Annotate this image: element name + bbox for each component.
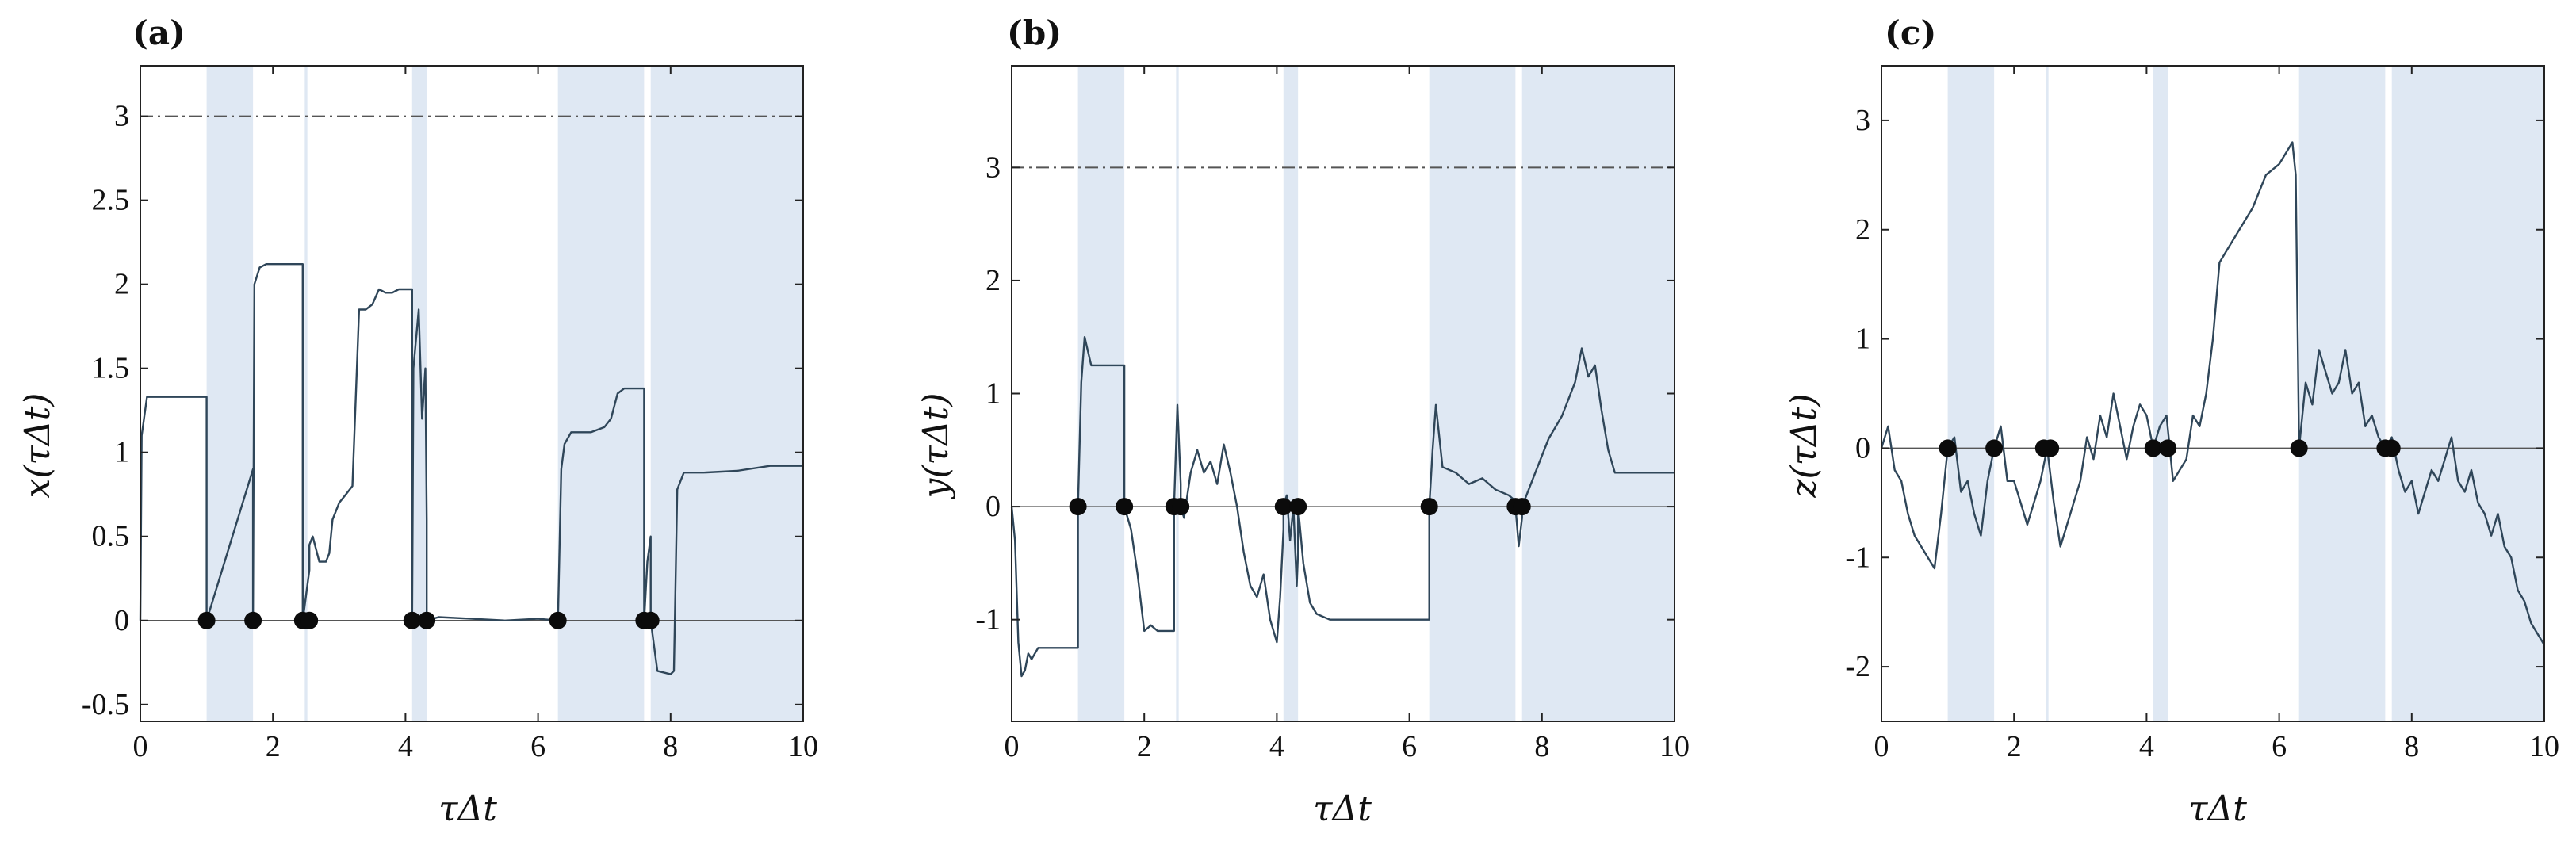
x-tick-label: 8 — [2404, 730, 2419, 763]
y-axis-label: z(τΔt) — [1784, 393, 1824, 498]
y-tick-label: 2 — [114, 268, 129, 301]
y-tick-label: 2 — [986, 264, 1001, 297]
series-line — [1010, 336, 1675, 678]
x-axis-label: τΔt — [1313, 789, 1372, 829]
x-tick-label: 4 — [1269, 730, 1284, 763]
event-marker — [1420, 498, 1438, 516]
shaded-interval — [2298, 66, 2386, 721]
event-marker — [1985, 439, 2004, 457]
event-marker — [1939, 439, 1957, 457]
x-tick-label: 10 — [2529, 730, 2559, 763]
plot-area: 0 2 4 6 8 10 -1 0 1 2 3 — [975, 65, 1690, 763]
event-marker — [244, 611, 262, 629]
y-tick-label: 3 — [986, 151, 1001, 184]
panel-a: (a) 0 2 4 6 8 10-0.500.511.522.53 x(τΔt) τΔt — [17, 13, 818, 829]
panel-label: (a) — [132, 13, 186, 52]
event-marker — [418, 611, 436, 629]
y-axis-label: x(τΔt) — [17, 393, 58, 499]
y-tick-label: -0.5 — [82, 688, 129, 721]
event-marker — [1172, 498, 1190, 516]
event-marker — [641, 611, 660, 629]
event-marker — [1289, 498, 1307, 516]
event-marker — [2042, 439, 2060, 457]
x-tick-label: 4 — [2139, 730, 2154, 763]
x-tick-label: 6 — [1402, 730, 1417, 763]
x-tick-label: 10 — [1659, 730, 1690, 763]
y-tick-label: 0 — [114, 604, 129, 637]
event-marker — [1069, 498, 1087, 516]
shaded-interval — [411, 66, 427, 721]
x-tick-label: 2 — [266, 730, 281, 763]
axes-frame — [1881, 65, 2545, 722]
panel-label: (c) — [1885, 13, 1936, 52]
plot-area: 0 2 4 6 8 10-0.500.511.522.53 — [82, 65, 818, 763]
x-tick-label: 0 — [1005, 730, 1020, 763]
event-marker — [1274, 498, 1292, 516]
y-tick-label: -1 — [1845, 541, 1870, 574]
x-tick-label: 2 — [1137, 730, 1152, 763]
panel-label: (b) — [1007, 13, 1062, 52]
y-tick-label: 2.5 — [92, 184, 130, 217]
event-marker — [300, 611, 319, 629]
event-marker — [549, 611, 567, 629]
event-marker — [2159, 439, 2177, 457]
x-tick-label: 4 — [398, 730, 413, 763]
event-marker — [2383, 439, 2401, 457]
shaded-interval — [1429, 66, 1516, 721]
y-tick-label: 2 — [1855, 213, 1870, 247]
event-marker — [2144, 439, 2162, 457]
shaded-interval — [1176, 66, 1179, 721]
shaded-interval — [206, 66, 254, 721]
x-axis-label: τΔt — [2188, 789, 2247, 829]
shaded-interval — [1947, 66, 1995, 721]
y-tick-label: 1.5 — [92, 352, 130, 385]
event-marker — [2290, 439, 2308, 457]
x-tick-label: 0 — [133, 730, 148, 763]
plot-area: 0 2 4 6 8 10 -2 -1 0 1 2 3 — [1845, 65, 2559, 763]
shaded-interval — [1283, 66, 1299, 721]
x-tick-label: 2 — [2007, 730, 2022, 763]
y-tick-label: 0.5 — [92, 520, 130, 553]
series-line — [1880, 141, 2546, 646]
y-tick-label: 1 — [1855, 323, 1870, 356]
panel-c: (c) 0 2 4 6 8 10 -2 -1 0 1 2 3 z(τΔt) τΔt — [1784, 13, 2559, 829]
x-tick-label: 10 — [788, 730, 818, 763]
event-marker — [197, 611, 216, 629]
y-tick-label: 0 — [1855, 431, 1870, 465]
x-tick-label: 0 — [1874, 730, 1889, 763]
x-tick-label: 6 — [530, 730, 545, 763]
shaded-interval — [1077, 66, 1125, 721]
y-axis-label: y(τΔt) — [916, 393, 956, 500]
y-tick-label: 1 — [986, 377, 1001, 411]
y-tick-label: 3 — [114, 100, 129, 133]
y-tick-label: 0 — [986, 490, 1001, 523]
y-tick-label: -2 — [1845, 650, 1870, 683]
y-tick-label: 1 — [114, 436, 129, 469]
shaded-interval — [2391, 66, 2544, 721]
event-marker — [1116, 498, 1134, 516]
y-tick-label: -1 — [975, 603, 1001, 637]
shaded-interval — [2153, 66, 2168, 721]
event-marker — [403, 611, 421, 629]
shaded-interval — [650, 66, 803, 721]
shaded-interval — [304, 66, 308, 721]
x-tick-label: 8 — [1534, 730, 1549, 763]
x-tick-label: 8 — [663, 730, 678, 763]
event-marker — [1513, 498, 1531, 516]
x-tick-label: 6 — [2272, 730, 2287, 763]
x-axis-label: τΔt — [438, 789, 497, 829]
axes-frame — [140, 65, 804, 722]
y-tick-label: 3 — [1855, 104, 1870, 137]
panel-b: (b) 0 2 4 6 8 10 -1 0 1 2 3 y(τΔt) τΔt — [916, 13, 1690, 829]
shaded-interval — [2046, 66, 2049, 721]
shaded-interval — [557, 66, 645, 721]
